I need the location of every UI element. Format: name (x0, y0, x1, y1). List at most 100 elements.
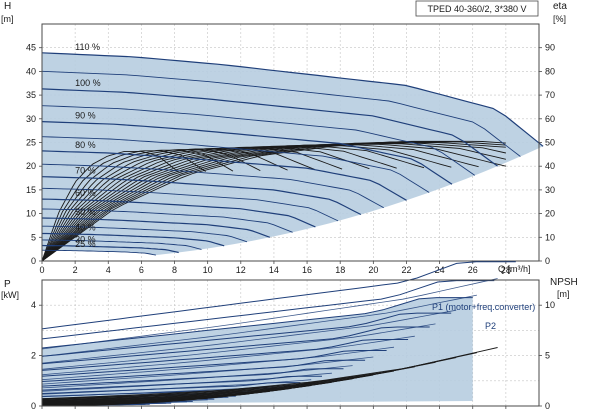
head-curve-110 (41, 52, 544, 147)
x-tick-label: 18 (335, 265, 345, 275)
power-tick-label: 0 (31, 401, 36, 411)
head-tick-label: 30 (26, 114, 36, 124)
p1-series-label: P1 (motor+freq.converter) (432, 302, 535, 312)
eta-tick-label: 20 (545, 209, 555, 219)
head-axis-unit: [m] (1, 14, 14, 24)
p1-curve-85 (41, 339, 409, 371)
npsh-tick-label: 0 (545, 401, 550, 411)
eta-curve-65 (41, 146, 397, 262)
eta-curve-80 (41, 144, 479, 262)
head-curve-105 (41, 70, 521, 157)
head-curve-40 (42, 232, 225, 247)
head-curves (41, 52, 544, 256)
head-curve-65 (41, 187, 339, 222)
p1-range-area (42, 297, 473, 404)
x-tick-label: 10 (203, 265, 213, 275)
head-curve-70 (41, 176, 362, 216)
x-tick-label: 6 (139, 265, 144, 275)
title-box (415, 0, 539, 17)
head-efficiency-panel: 110 %100 %90 %80 %70 %60 %50 %40 %30 %25… (1, 0, 567, 409)
x-tick-label: 16 (302, 265, 312, 275)
x-tick-label: 20 (368, 265, 378, 275)
power-tick-label: 4 (31, 300, 36, 310)
x-tick-label: 2 (73, 265, 78, 275)
power-axis-label: P (4, 279, 11, 290)
head-axis-label: H (4, 1, 11, 12)
eta-tick-label: 70 (545, 90, 555, 100)
chart-title: TPED 40-360/2, 3*380 V (427, 4, 526, 14)
x-tick-label: 12 (236, 265, 246, 275)
head-curve-75 (41, 163, 384, 209)
eta-axis-unit: [%] (553, 14, 566, 24)
power-npsh-panel: 0 2 4 0 5 10 P [kW] NPSH [m] P1 (motor+freq.… (1, 261, 578, 411)
eta-curve-110 (41, 140, 506, 262)
p2-curve-95 (41, 323, 436, 370)
head-tick-label: 20 (26, 161, 36, 171)
head-curve-90 (41, 121, 453, 185)
x-tick-label: 22 (401, 265, 411, 275)
x-tick-label: 4 (106, 265, 111, 275)
head-tick-label: 15 (26, 185, 36, 195)
power-axis-unit: [kW] (1, 290, 19, 300)
head-curve-label: 80 % (75, 140, 96, 150)
p2-curve-100 (41, 309, 457, 364)
eta-tick-label: 80 (545, 66, 555, 76)
head-tick-label: 45 (26, 43, 36, 53)
head-curve-100 (41, 88, 498, 167)
eta-curve-25 (41, 150, 179, 262)
eta-axis-label: eta (553, 1, 567, 12)
x-tick-label: 8 (172, 265, 177, 275)
eta-curve-30 (41, 150, 206, 262)
head-curve-label: 30 % (75, 235, 96, 245)
p1-curve-95 (41, 312, 452, 357)
head-curve-60 (41, 198, 316, 228)
head-curve-50 (41, 217, 271, 238)
efficiency-curves (41, 140, 507, 262)
power-tick-label: 2 (31, 351, 36, 361)
head-curve-label: 90 % (75, 111, 96, 121)
eta-tick-label: 90 (545, 43, 555, 53)
head-tick-label: 10 (26, 209, 36, 219)
head-curve-80 (41, 150, 407, 201)
x-tick-label: 26 (468, 265, 478, 275)
eta-tick-label: 0 (545, 256, 550, 266)
npsh-axis-unit: [m] (557, 289, 570, 299)
npsh-axis-label: NPSH (550, 277, 578, 288)
eta-tick-label: 60 (545, 114, 555, 124)
p2-curve-110 (41, 278, 498, 350)
p1-curve-80 (41, 350, 387, 377)
power-axis-ticks: 0 2 4 (31, 300, 42, 411)
head-curve-label: 40 % (75, 222, 96, 232)
head-curve-45 (42, 225, 248, 243)
eta-tick-label: 10 (545, 232, 555, 242)
head-axis-ticks: 0 5 10 15 20 25 30 35 40 45 (26, 43, 42, 266)
head-curve-label: 50 % (75, 207, 96, 217)
head-tick-label: 25 (26, 138, 36, 148)
eta-curve-35 (41, 149, 234, 262)
eta-tick-label: 40 (545, 161, 555, 171)
p2-curve-80 (41, 356, 374, 385)
p2-curve-70 (41, 372, 332, 392)
eta-curve-55 (41, 147, 343, 262)
x-tick-label: 0 (39, 265, 44, 275)
p2-curve-85 (41, 346, 395, 381)
eta-curve-60 (41, 146, 370, 262)
head-curve-55 (41, 208, 293, 233)
head-tick-label: 35 (26, 90, 36, 100)
head-curve-label: 70 % (75, 166, 96, 176)
p1-curve-105 (41, 280, 495, 340)
head-curve-25 (41, 249, 156, 256)
npsh-curves (41, 347, 498, 407)
p1-curve-100 (41, 297, 473, 349)
head-tick-label: 0 (31, 256, 36, 266)
head-curve-label: 25 % (75, 239, 96, 249)
head-curve-35 (41, 239, 202, 250)
head-curve-labels: 110 % 100 % 90 % 80 % 70 % 60 % 50 % 40 % 30 %25… (75, 42, 101, 249)
p2-curve-75 (41, 365, 353, 389)
head-tick-label: 40 (26, 66, 36, 76)
x-tick-label: 28 (501, 265, 511, 275)
p1-curve-75 (41, 359, 366, 382)
npsh-tick-label: 10 (545, 300, 555, 310)
eta-axis-ticks: 0 10 20 30 40 50 60 70 80 90 (539, 43, 555, 266)
